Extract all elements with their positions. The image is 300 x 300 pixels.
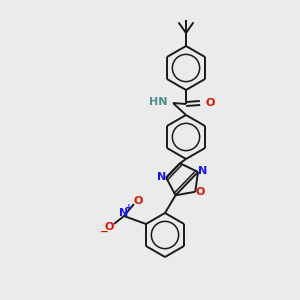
Text: O: O <box>104 222 114 232</box>
Text: N: N <box>157 172 166 182</box>
Text: N: N <box>198 166 208 176</box>
Text: −: − <box>100 227 108 237</box>
Text: O: O <box>205 98 214 108</box>
Text: O: O <box>133 196 142 206</box>
Text: O: O <box>196 187 205 197</box>
Text: HN: HN <box>149 97 168 107</box>
Text: +: + <box>125 203 133 212</box>
Text: N: N <box>119 208 129 218</box>
